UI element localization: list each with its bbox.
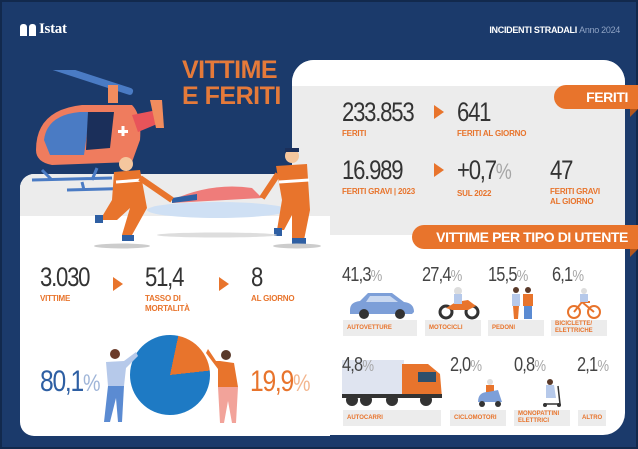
title-line-1: VITTIME [182, 56, 278, 84]
stat-feriti-gravi-al-giorno: 47 FERITI GRAVI AL GIORNO [550, 155, 600, 206]
arrow-icon [434, 163, 444, 177]
user-type-motocicli: 27,4% [422, 264, 462, 286]
feriti-panel [292, 60, 625, 235]
male-share: 80,1% [40, 365, 100, 398]
bicycle-icon [567, 288, 601, 319]
user-type-ciclomotori: 2,0% [450, 354, 482, 376]
label-biciclette: BICICLETTE/ELETTRICHE [551, 320, 607, 336]
logo-text: Istat [39, 21, 67, 37]
arrow-icon [219, 277, 229, 291]
truck-icon [342, 360, 442, 406]
header-section: INCIDENTI STRADALI Anno 2024 [489, 25, 620, 35]
user-type-autocarri: 4,8% [342, 354, 374, 376]
user-type-biciclette: 6,1% [552, 264, 584, 286]
stat-vittime: 3.030 VITTIME [40, 262, 90, 303]
istat-logo: Istat [20, 21, 67, 38]
woman-figure-icon [206, 349, 238, 423]
section-year: Anno 2024 [579, 25, 620, 35]
label-monopattini: MONOPATTINI ELETTRICI [514, 410, 570, 426]
kick-scooter-icon [543, 379, 561, 407]
arrow-icon [434, 105, 444, 119]
stat-feriti-gravi: 16.989 FERITI GRAVI | 2023 [342, 155, 415, 196]
vittime-per-tipo-ribbon: VITTIME PER TIPO DI UTENTE [412, 225, 638, 249]
pedestrians-icon [512, 287, 533, 319]
car-icon [350, 293, 414, 319]
istat-logo-icon [20, 23, 36, 36]
user-type-altro: 2,1% [577, 354, 609, 376]
user-type-pedoni: 15,5% [488, 264, 528, 286]
helicopter-rescue-illustration [31, 70, 321, 249]
stat-feriti: 233.853 FERITI [342, 97, 415, 138]
section-title: INCIDENTI STRADALI [489, 25, 577, 35]
stat-variazione: +0,7% SUL 2022 [457, 155, 512, 198]
motorcycle-icon [438, 287, 480, 320]
page-title: VITTIME E FERITI [182, 57, 281, 109]
user-type-autovetture: 41,3% [342, 264, 382, 286]
stat-vittime-al-giorno: 8 AL GIORNO [251, 262, 295, 303]
label-motocicli: MOTOCICLI [425, 320, 481, 336]
label-altro: ALTRO [578, 410, 606, 426]
label-autocarri: AUTOCARRI [343, 410, 441, 426]
stat-feriti-al-giorno: 641 FERITI AL GIORNO [457, 97, 527, 138]
label-autovetture: AUTOVETTURE [343, 320, 417, 336]
label-ciclomotori: CICLOMOTORI [450, 410, 506, 426]
female-share: 19,9% [250, 365, 310, 398]
title-line-2: E FERITI [182, 82, 281, 110]
scooter-icon [478, 379, 502, 407]
stat-tasso-mortalita: 51,4 TASSO DI MORTALITÀ [145, 262, 190, 313]
feriti-ribbon: FERITI [554, 85, 638, 109]
man-figure-icon [104, 349, 138, 422]
label-pedoni: PEDONI [488, 320, 544, 336]
arrow-icon [113, 277, 123, 291]
user-type-monopattini: 0,8% [514, 354, 546, 376]
